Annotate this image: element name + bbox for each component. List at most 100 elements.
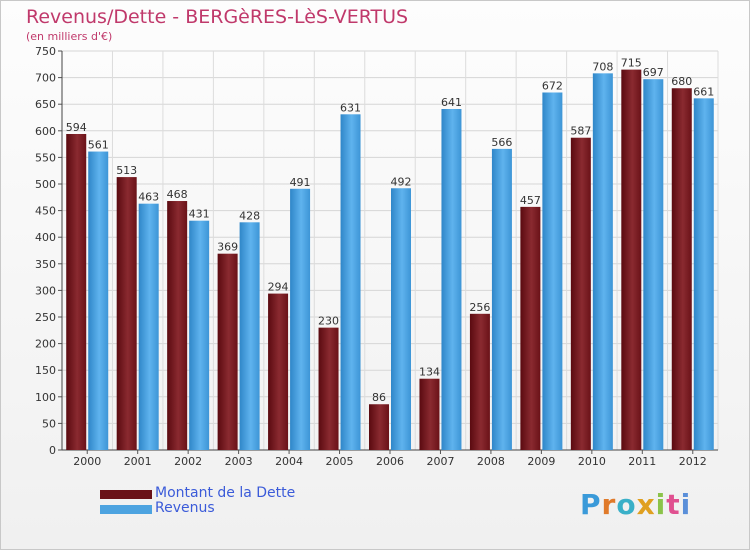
grid-lines [61, 50, 719, 451]
logo-letter: P [580, 488, 602, 521]
x-tick-label: 2011 [628, 455, 656, 468]
data-label-revenue: 491 [290, 176, 311, 189]
x-tick-label: 2012 [679, 455, 707, 468]
y-tick-label: 150 [35, 364, 56, 377]
logo-letter: t [666, 488, 681, 521]
bar-debt [369, 404, 389, 450]
logo-letter: i [655, 488, 667, 521]
x-tick-label: 2008 [477, 455, 505, 468]
logo-letter: r [601, 488, 617, 521]
data-label-revenue: 428 [239, 209, 260, 222]
bar-revenue [239, 222, 260, 450]
legend-label-debt: Montant de la Dette [155, 485, 296, 501]
bar-debt [520, 206, 541, 450]
data-label-debt: 294 [268, 281, 289, 294]
y-tick-label: 700 [35, 72, 56, 85]
bar-debt [621, 69, 642, 451]
y-tick-label: 100 [35, 391, 56, 404]
x-tick-label: 2004 [275, 455, 303, 468]
axes: 0 50 100 150 200 250 300 350 400 450 500 550 600 650 7… [35, 45, 718, 468]
x-tick-label: 2007 [426, 455, 454, 468]
bar-debt [671, 88, 692, 451]
x-tick-label: 2010 [578, 455, 606, 468]
data-label-debt: 587 [570, 125, 591, 138]
bar-debt [318, 327, 339, 450]
x-tick-label: 2000 [73, 455, 101, 468]
y-tick-label: 350 [35, 258, 56, 271]
data-label-debt: 468 [167, 188, 188, 201]
x-tick-label: 2005 [326, 455, 354, 468]
legend-swatch-debt [100, 490, 152, 499]
x-tick-label: 2003 [225, 455, 253, 468]
logo-letter: x [636, 488, 656, 521]
y-tick-label: 300 [35, 284, 56, 297]
bar-revenue [138, 203, 159, 450]
bar-debt [167, 201, 188, 450]
data-label-revenue: 463 [138, 191, 159, 204]
y-tick-label: 0 [49, 444, 56, 457]
proxiti-logo: Proxiti [580, 488, 691, 521]
bar-revenue [391, 188, 411, 451]
legend-label-revenue: Revenus [155, 500, 215, 516]
bar-revenue [88, 151, 109, 450]
x-tick-label: 2006 [376, 455, 404, 468]
bars [66, 69, 714, 451]
data-label-revenue: 641 [441, 96, 462, 109]
bar-revenue [643, 79, 664, 451]
bar-revenue [189, 220, 210, 450]
data-label-revenue: 661 [693, 85, 714, 98]
data-label-debt: 230 [318, 315, 339, 328]
legend-swatch-revenue [100, 505, 152, 514]
data-label-debt: 594 [66, 121, 87, 134]
data-label-debt: 134 [419, 366, 440, 379]
bar-revenue [340, 114, 361, 451]
y-tick-label: 200 [35, 338, 56, 351]
bar-revenue [693, 98, 714, 451]
data-label-debt: 680 [671, 75, 692, 88]
data-label-debt: 457 [520, 194, 541, 207]
data-label-revenue: 492 [391, 175, 412, 188]
logo-letter: o [616, 488, 637, 521]
bar-debt [116, 177, 137, 451]
bar-revenue [290, 188, 311, 450]
data-label-revenue: 697 [643, 66, 664, 79]
x-tick-label: 2009 [527, 455, 555, 468]
bar-debt [469, 313, 490, 450]
data-label-debt: 513 [116, 164, 137, 177]
bar-debt [217, 253, 238, 450]
data-label-revenue: 566 [491, 136, 512, 149]
data-label-revenue: 631 [340, 101, 361, 114]
y-tick-label: 250 [35, 311, 56, 324]
bar-debt [66, 133, 87, 450]
y-tick-label: 650 [35, 98, 56, 111]
data-label-revenue: 672 [542, 79, 563, 92]
y-tick-label: 400 [35, 231, 56, 244]
data-label-revenue: 431 [189, 208, 210, 221]
bar-revenue [441, 108, 462, 450]
x-tick-label: 2002 [174, 455, 202, 468]
data-label-debt: 369 [217, 241, 238, 254]
bar-revenue [542, 92, 563, 450]
x-tick-label: 2001 [124, 455, 152, 468]
data-label-debt: 715 [621, 57, 642, 70]
y-tick-label: 750 [35, 45, 56, 58]
chart-title: Revenus/Dette - BERGèRES-LèS-VERTUS [26, 6, 409, 28]
y-tick-label: 500 [35, 178, 56, 191]
y-tick-label: 450 [35, 205, 56, 218]
data-label-debt: 86 [372, 391, 386, 404]
bar-debt [419, 378, 440, 450]
bar-revenue [491, 148, 512, 450]
y-tick-label: 600 [35, 125, 56, 138]
y-tick-label: 550 [35, 151, 56, 164]
data-label-revenue: 708 [592, 60, 613, 73]
bar-debt [570, 137, 591, 450]
bar-revenue [592, 73, 613, 451]
data-label-debt: 256 [469, 301, 490, 314]
chart-subtitle: (en milliers d'€) [26, 30, 113, 43]
data-label-revenue: 561 [88, 139, 109, 152]
bar-debt [268, 293, 289, 450]
y-tick-label: 50 [42, 417, 56, 430]
logo-letter: i [680, 488, 692, 521]
